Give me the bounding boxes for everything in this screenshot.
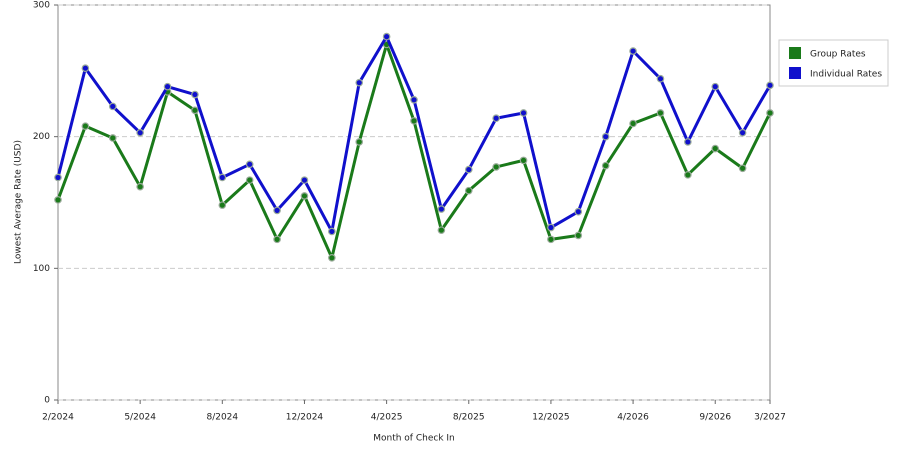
point: [218, 201, 227, 209]
point: [81, 122, 90, 130]
y-tick-label: 300: [33, 1, 50, 11]
point: [437, 226, 446, 234]
y-tick-label: 0: [44, 396, 50, 406]
point: [656, 74, 665, 83]
point: [492, 163, 500, 171]
y-tick-label: 100: [33, 264, 50, 274]
point: [711, 82, 720, 91]
point: [163, 82, 172, 91]
y-tick-label: 200: [33, 132, 50, 142]
x-tick-label: 2/2024: [42, 413, 74, 423]
point: [629, 119, 637, 128]
point: [629, 47, 637, 55]
point: [218, 173, 227, 182]
point: [273, 235, 281, 244]
point: [684, 138, 692, 146]
point: [355, 138, 364, 146]
x-tick-label: 12/2025: [532, 413, 569, 423]
point: [547, 223, 555, 232]
x-tick-label: 5/2024: [124, 413, 156, 423]
point: [108, 134, 117, 142]
point: [54, 173, 62, 182]
point: [300, 192, 309, 200]
legend-swatch: [789, 67, 801, 79]
point: [738, 128, 747, 137]
point: [601, 161, 610, 170]
x-tick-label: 4/2026: [617, 413, 649, 423]
x-tick-label: 3/2027: [754, 413, 786, 423]
point: [136, 128, 144, 137]
point: [656, 109, 665, 117]
point: [136, 182, 144, 191]
point: [738, 164, 747, 173]
point: [437, 205, 446, 213]
point: [574, 207, 583, 216]
point: [766, 109, 774, 117]
legend-swatch: [789, 47, 801, 59]
point: [519, 109, 528, 117]
point: [54, 196, 62, 204]
x-tick-label: 9/2026: [699, 413, 731, 423]
point: [191, 90, 199, 99]
x-tick-label: 8/2024: [206, 413, 238, 423]
point: [464, 165, 473, 174]
x-tick-label: 8/2025: [453, 413, 485, 423]
point: [245, 160, 254, 169]
point: [547, 235, 555, 244]
point: [410, 96, 418, 104]
point: [328, 253, 336, 262]
point: [355, 78, 364, 87]
point: [574, 231, 583, 240]
point: [601, 132, 610, 141]
y-axis-label: Lowest Average Rate (USD): [14, 140, 24, 264]
legend-label: Individual Rates: [810, 70, 882, 80]
point: [464, 186, 473, 195]
legend-label: Group Rates: [810, 50, 866, 60]
x-axis-label: Month of Check In: [373, 434, 455, 444]
point: [108, 102, 117, 111]
x-tick-label: 12/2024: [286, 413, 324, 423]
point: [191, 106, 199, 115]
point: [273, 206, 281, 215]
point: [766, 81, 774, 90]
point: [81, 64, 90, 73]
point: [519, 156, 528, 165]
point: [328, 227, 336, 236]
point: [245, 176, 254, 184]
point: [382, 32, 391, 41]
plot-frame: [57, 4, 771, 401]
point: [492, 114, 500, 123]
x-tick-label: 4/2025: [371, 413, 403, 423]
point: [300, 176, 309, 184]
series-line: [56, 35, 772, 233]
point: [711, 144, 720, 153]
point: [684, 171, 692, 179]
point: [410, 117, 418, 125]
